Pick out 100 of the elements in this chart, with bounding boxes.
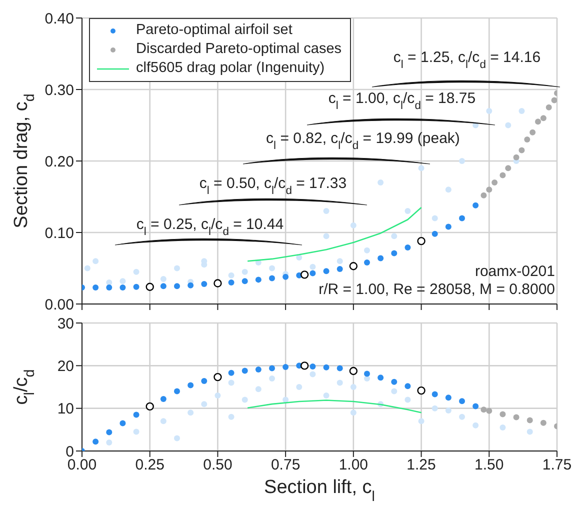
y-tick-label: 20: [57, 358, 74, 375]
point: [378, 179, 384, 186]
point: [349, 366, 358, 376]
point: [310, 364, 316, 370]
point: [282, 396, 289, 403]
point: [551, 97, 557, 104]
point: [92, 284, 99, 291]
x-tick-label: 1.50: [474, 456, 504, 474]
y-tick-label: 0.40: [44, 10, 74, 28]
point: [269, 265, 275, 272]
point: [391, 378, 398, 385]
point: [486, 108, 492, 114]
point: [228, 280, 234, 286]
point: [336, 266, 343, 272]
point: [133, 412, 140, 418]
point: [492, 179, 498, 186]
point: [432, 230, 438, 237]
point: [404, 383, 411, 390]
point: [228, 370, 234, 376]
point: [120, 284, 126, 291]
y-tick-label: 0.00: [44, 296, 74, 314]
point: [120, 278, 126, 284]
point: [323, 208, 330, 214]
point: [146, 282, 154, 291]
point: [350, 384, 356, 390]
y-tick-label: 10: [57, 400, 74, 418]
point: [518, 108, 525, 114]
point: [486, 186, 492, 193]
legend-label: Pareto-optimal airfoil set: [136, 21, 292, 40]
point: [282, 364, 289, 370]
point: [480, 406, 487, 413]
point: [269, 375, 275, 382]
point: [228, 272, 234, 278]
point: [417, 236, 426, 246]
x-tick-label: 1.25: [406, 456, 436, 474]
point: [160, 276, 166, 282]
point: [146, 402, 154, 411]
point: [310, 264, 316, 270]
point: [364, 370, 370, 377]
point: [418, 418, 424, 424]
point: [364, 247, 370, 254]
point: [84, 265, 90, 272]
point: [404, 208, 411, 214]
y-tick-label: 30: [57, 315, 74, 332]
point: [160, 283, 166, 290]
point: [255, 276, 262, 283]
point: [336, 365, 343, 372]
point: [92, 438, 99, 445]
point: [242, 268, 248, 275]
point: [228, 414, 234, 420]
point: [513, 414, 520, 420]
point: [350, 410, 356, 416]
point: [92, 258, 99, 264]
point: [282, 274, 289, 280]
point: [472, 403, 479, 410]
point: [323, 392, 330, 399]
point: [445, 186, 452, 193]
point: [350, 222, 356, 228]
point: [459, 158, 465, 164]
point: [160, 418, 166, 424]
point: [174, 435, 180, 442]
point: [391, 233, 398, 240]
point: [404, 244, 411, 251]
point: [336, 258, 343, 264]
annotation: c$_{l}$ = 0.25, c$_{l}$/c$_{d}$ = 10.44: [136, 216, 284, 238]
point: [364, 260, 370, 266]
legend-label: Discarded Pareto-optimal cases: [136, 40, 342, 59]
point: [300, 362, 309, 370]
point: [242, 396, 248, 403]
point: [505, 122, 512, 128]
point: [432, 391, 438, 398]
point: [174, 265, 180, 272]
point: [535, 118, 541, 125]
point: [255, 386, 262, 392]
x-tick-label: 0.50: [203, 456, 232, 474]
point: [310, 270, 316, 276]
point: [201, 378, 208, 384]
x-tick-label: 0.75: [270, 456, 300, 474]
point: [174, 283, 180, 290]
point: [201, 401, 208, 408]
point: [214, 279, 222, 288]
point: [526, 417, 533, 424]
annotation: roamx-0201: [474, 263, 555, 280]
point: [459, 414, 465, 420]
point: [310, 371, 316, 378]
point: [323, 233, 330, 240]
point: [505, 165, 512, 172]
annotation: c$_{l}$ = 0.50, c$_{l}$/c$_{d}$ = 17.33: [199, 175, 347, 197]
point: [480, 192, 487, 198]
point: [513, 154, 520, 160]
point: [459, 215, 465, 222]
point: [255, 366, 262, 373]
point: [418, 165, 424, 172]
annotation: c$_{l}$ = 0.82, c$_{l}$/c$_{d}$ = 19.99 (peak): [266, 130, 460, 152]
point: [391, 388, 398, 394]
point: [378, 255, 384, 262]
point: [500, 172, 506, 178]
point: [106, 284, 112, 291]
point: [378, 374, 384, 381]
y-tick-label: 0.30: [44, 82, 74, 99]
